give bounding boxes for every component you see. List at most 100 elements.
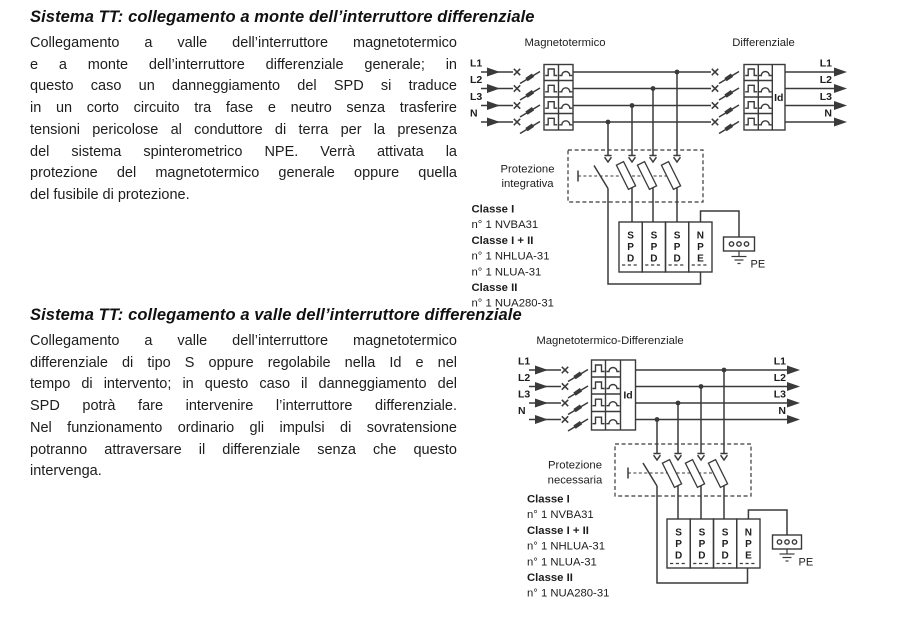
svg-text:S: S: [651, 231, 658, 242]
paragraph-line: intervenga.: [30, 463, 102, 480]
protection-label: Protezione: [548, 460, 602, 472]
svg-text:n° 1 NLUA-31: n° 1 NLUA-31: [472, 266, 542, 278]
paragraph-line: Collegamento a valle dell’interruttore m…: [30, 333, 457, 349]
line-label-in: L1: [518, 356, 530, 368]
output-arrow-icons: [787, 365, 800, 424]
svg-text:n° 1 NVBA31: n° 1 NVBA31: [527, 509, 594, 521]
line-label-in: L1: [470, 58, 482, 70]
line-label-in: N: [518, 405, 526, 417]
paragraph-line: in un corto circuito tra fase e neutro s…: [30, 100, 457, 117]
input-arrow-icons: [487, 67, 500, 127]
line-label-in: L3: [470, 91, 482, 103]
paragraph-line: tempo di intervento; in questo caso il d…: [30, 376, 457, 393]
svg-text:n° 1 NLUA-31: n° 1 NLUA-31: [527, 556, 597, 568]
line-label-in: L2: [518, 372, 530, 384]
line-label-out: L3: [774, 389, 786, 401]
svg-text:Classe II: Classe II: [472, 282, 518, 294]
differential-block: [743, 63, 786, 131]
svg-text:Classe II: Classe II: [527, 572, 573, 584]
svg-text:Classe I: Classe I: [472, 204, 515, 216]
svg-text:S: S: [674, 231, 681, 242]
wires: [481, 71, 835, 285]
svg-text:D: D: [675, 551, 682, 562]
differential-current-label: Id: [774, 92, 783, 104]
earth-icon: [731, 251, 747, 265]
spd-modules: [666, 518, 761, 569]
differential-current-label: Id: [623, 390, 632, 402]
svg-text:S: S: [699, 528, 706, 539]
line-label-out: L3: [820, 91, 832, 103]
svg-text:P: P: [745, 539, 752, 550]
svg-text:Classe I + II: Classe I + II: [527, 525, 589, 537]
svg-text:n° 1 NHLUA-31: n° 1 NHLUA-31: [472, 251, 550, 263]
svg-text:P: P: [722, 539, 729, 550]
svg-text:S: S: [627, 231, 634, 242]
line-label-out: L2: [820, 74, 832, 86]
junction-dots: [605, 69, 680, 125]
svg-text:D: D: [650, 254, 657, 265]
section2-heading: Sistema TT: collegamento a valle dell’in…: [30, 306, 522, 324]
svg-text:n° 1 NUA280-31: n° 1 NUA280-31: [527, 588, 609, 600]
paragraph-line: Nel funzionamento ordinario gli impulsi …: [30, 419, 457, 436]
earth-icon: [779, 549, 795, 562]
paragraph-line: protezione del magnetotermico generale o…: [30, 165, 457, 182]
line-label-out: N: [824, 108, 832, 120]
paragraph-line: e a monte dell’interruttore differenzial…: [30, 56, 457, 73]
svg-text:Classe I: Classe I: [527, 494, 570, 506]
breaker-differential-block: [590, 359, 637, 431]
fuse-icons: [615, 160, 682, 191]
pe-terminal-block: [722, 236, 756, 252]
line-label-in: L3: [518, 389, 530, 401]
svg-text:E: E: [745, 551, 752, 562]
line-label-out: L1: [820, 58, 832, 70]
section2-paragraph: Collegamento a valle dell’interruttore m…: [30, 331, 457, 483]
svg-text:n° 1 NHLUA-31: n° 1 NHLUA-31: [527, 541, 605, 553]
svg-text:D: D: [721, 551, 728, 562]
input-arrow-icons: [535, 365, 548, 424]
diagram-tt-valle: Magnetotermico-Differenziale L1 L2 L3 N: [518, 335, 814, 600]
fuse-icons: [661, 458, 729, 489]
svg-text:P: P: [674, 242, 681, 253]
output-arrow-icons: [834, 67, 847, 127]
svg-text:Classe I + II: Classe I + II: [472, 235, 534, 247]
paragraph-line: tensioni pericolose al conduttore di ter…: [30, 121, 457, 138]
breaker-title: Magnetotermico: [525, 37, 606, 49]
svg-text:P: P: [675, 539, 682, 550]
disconnect-x-marks: [561, 366, 569, 424]
spd-module-letters: SPD SPD SPD NPE: [675, 528, 752, 562]
svg-text:P: P: [651, 242, 658, 253]
protection-dashed-box: [567, 149, 704, 203]
svg-text:N: N: [745, 528, 752, 539]
protection-dashed-box: [614, 443, 752, 497]
line-label-out: L1: [774, 356, 786, 368]
spd-module-letters: SPD SPD SPD NPE: [627, 231, 704, 265]
svg-text:n° 1 NUA280-31: n° 1 NUA280-31: [472, 298, 554, 310]
protection-label: Protezione: [500, 164, 554, 176]
svg-text:P: P: [697, 242, 704, 253]
differential-title: Differenziale: [732, 37, 795, 49]
breaker-title: Magnetotermico-Differenziale: [536, 335, 683, 347]
svg-text:D: D: [698, 551, 705, 562]
paragraph-line: Collegamento a valle dell’interruttore m…: [30, 35, 457, 51]
section1-heading: Sistema TT: collegamento a monte dell’in…: [30, 8, 535, 26]
earth-label: PE: [799, 557, 814, 569]
spd-modules: [618, 221, 713, 273]
line-label-in: N: [470, 108, 478, 120]
diagram-tt-monte: Magnetotermico Differenziale L1 L2 L3 N: [470, 37, 847, 310]
earth-label: PE: [751, 259, 766, 271]
breaker-block: [543, 63, 574, 131]
svg-text:D: D: [627, 254, 634, 265]
svg-text:D: D: [673, 254, 680, 265]
svg-text:S: S: [675, 528, 682, 539]
pe-terminal-block: [771, 534, 803, 550]
paragraph-line: differenziale di tipo S oppure regolabil…: [30, 354, 457, 371]
protection-contacts: [577, 154, 682, 190]
svg-text:E: E: [697, 254, 704, 265]
svg-text:n° 1 NVBA31: n° 1 NVBA31: [472, 219, 539, 231]
paragraph-line: del sistema spinterometrico NPE. Verrà a…: [30, 143, 457, 160]
protection-label: integrativa: [501, 178, 554, 190]
paragraph-line: potranno attraversare il differenziale s…: [30, 441, 457, 458]
paragraph-line: del fusibile di protezione.: [30, 186, 190, 203]
line-label-out: N: [778, 405, 786, 417]
